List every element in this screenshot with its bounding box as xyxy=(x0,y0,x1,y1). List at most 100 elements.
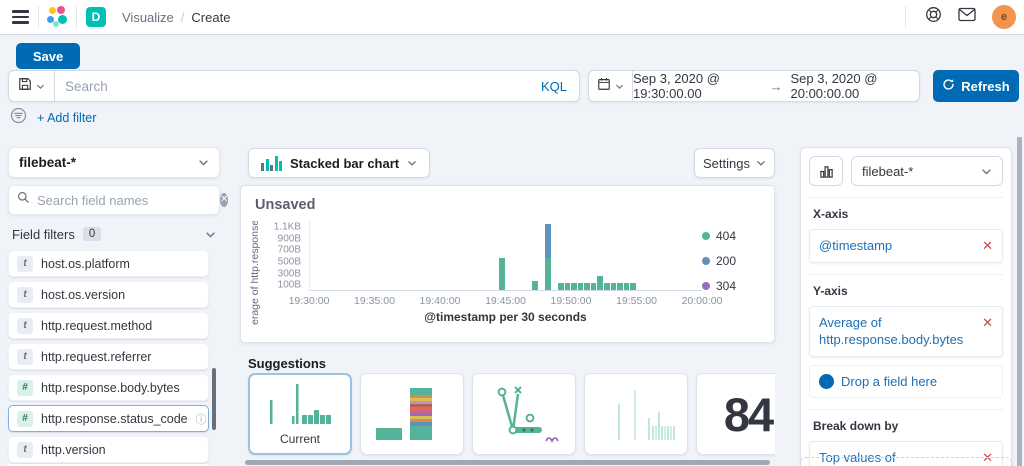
search-input[interactable] xyxy=(55,78,529,94)
elastic-home-button[interactable] xyxy=(46,0,68,34)
x-axis-section: X-axis @timestamp ✕ xyxy=(809,197,1003,264)
x-axis-field-link[interactable]: @timestamp xyxy=(819,238,893,253)
space-selector[interactable]: D xyxy=(86,0,106,34)
breadcrumb-create: Create xyxy=(191,9,231,25)
date-quick-menu-button[interactable] xyxy=(589,71,633,101)
y-axis-field-link[interactable]: Average of http.response.body.bytes xyxy=(819,315,964,347)
y-axis-section: Y-axis Average of http.response.body.byt… xyxy=(809,274,1003,398)
bar-segment xyxy=(564,282,571,290)
saved-query-menu-button[interactable] xyxy=(9,71,55,101)
stacked-bar-chart-icon xyxy=(261,155,282,171)
index-pattern-select[interactable]: filebeat-* xyxy=(8,147,220,178)
suggestions-scrollbar[interactable] xyxy=(245,460,770,465)
field-type-icon: t xyxy=(17,348,33,365)
date-start-button[interactable]: Sep 3, 2020 @ 19:30:00.00 xyxy=(633,71,720,101)
layer-settings-button[interactable] xyxy=(809,156,843,186)
mail-icon xyxy=(958,7,976,27)
suggestion-card-metric[interactable]: 84 xyxy=(696,373,775,455)
suggestion-card-line[interactable] xyxy=(472,373,576,455)
field-item[interactable]: t host.os.platform xyxy=(8,250,209,277)
y-axis-tick: 900B xyxy=(277,233,301,244)
field-item[interactable]: t http.request.referrer xyxy=(8,343,209,370)
x-axis-dimension[interactable]: @timestamp ✕ xyxy=(809,229,1003,264)
drop-field-label: Drop a field here xyxy=(841,373,938,389)
user-avatar: e xyxy=(992,5,1016,29)
legend-label: 200 xyxy=(716,254,737,268)
header-divider xyxy=(76,6,77,28)
x-axis-tick: 19:30:00 xyxy=(288,295,330,307)
bar-segment xyxy=(610,282,617,290)
newsfeed-button[interactable] xyxy=(958,0,976,34)
kql-language-button[interactable]: KQL xyxy=(540,78,567,94)
breadcrumb-visualize[interactable]: Visualize xyxy=(122,9,174,25)
new-layer-drop-zone[interactable] xyxy=(800,457,1012,466)
chart-type-button[interactable]: Stacked bar chart xyxy=(248,148,431,178)
page-scrollbar[interactable] xyxy=(1017,137,1022,466)
x-axis-tick: 19:45:00 xyxy=(485,295,526,307)
field-type-icon: t xyxy=(17,286,33,303)
settings-label: Settings xyxy=(703,155,750,171)
chevron-down-icon xyxy=(756,158,766,168)
y-axis-tick: 700B xyxy=(277,244,301,256)
clear-search-icon[interactable]: ✕ xyxy=(220,193,229,207)
bar-segment xyxy=(558,282,564,290)
suggestion-card-sparse-bars[interactable] xyxy=(584,373,688,455)
field-search-input[interactable] xyxy=(37,192,213,208)
chevron-down-icon xyxy=(981,166,992,177)
bar-segment xyxy=(584,282,590,290)
bar-segment xyxy=(545,257,551,290)
bar-segment xyxy=(630,282,636,290)
field-label: http.response.body.bytes xyxy=(41,380,180,395)
field-item[interactable]: # http.response.body.bytes xyxy=(8,374,209,401)
suggestions-row: Current xyxy=(240,373,775,457)
help-button[interactable] xyxy=(925,0,942,34)
x-axis-tick: 19:35:00 xyxy=(354,295,395,307)
breakdown-heading: Break down by xyxy=(813,418,899,433)
stacked-bar-chart: erage of http.response. 100B 300B 500B 700B… xyxy=(247,221,764,325)
add-filter-button[interactable]: + Add filter xyxy=(37,111,97,125)
legend-item[interactable]: 304 xyxy=(702,279,764,293)
bar-segment xyxy=(577,282,584,290)
legend-label: 404 xyxy=(716,229,737,243)
suggestion-card-current[interactable]: Current xyxy=(248,373,352,455)
info-icon[interactable]: ⓘ xyxy=(195,413,207,426)
x-axis-tick: 20:00:00 xyxy=(681,295,723,307)
refresh-button[interactable]: Refresh xyxy=(933,70,1019,102)
top-header: D Visualize / Create e xyxy=(0,0,1024,35)
settings-button[interactable]: Settings xyxy=(694,148,775,178)
calendar-icon xyxy=(597,77,611,96)
field-filters-toggle[interactable]: Field filters 0 xyxy=(8,222,220,246)
suggestion-current-label: Current xyxy=(279,432,320,446)
bar-segment xyxy=(532,281,538,290)
field-item[interactable]: t http.version xyxy=(8,436,209,463)
filter-icon xyxy=(10,107,27,129)
remove-dimension-icon[interactable]: ✕ xyxy=(982,315,993,331)
drop-field-target[interactable]: + Drop a field here xyxy=(809,364,1003,398)
legend-dot-icon xyxy=(702,232,710,240)
remove-dimension-icon[interactable]: ✕ xyxy=(982,238,993,253)
query-bar: KQL xyxy=(8,70,580,102)
field-label: http.response.status_code xyxy=(41,411,188,426)
field-item[interactable]: # http.response.status_code ⓘ xyxy=(8,405,209,432)
sidebar-scrollbar[interactable] xyxy=(212,368,216,430)
save-button[interactable]: Save xyxy=(16,43,80,69)
field-item[interactable]: t http.request.method xyxy=(8,312,209,339)
date-picker: Sep 3, 2020 @ 19:30:00.00 → Sep 3, 2020 … xyxy=(588,70,920,102)
date-end-button[interactable]: Sep 3, 2020 @ 20:00:00.00 xyxy=(790,71,878,101)
metric-value: 84 xyxy=(723,387,774,441)
bar-segment xyxy=(545,223,551,258)
legend-item[interactable]: 200 xyxy=(702,254,764,268)
sparse-bar-thumbnail xyxy=(618,390,675,440)
breadcrumb-separator: / xyxy=(180,9,185,25)
y-axis-dimension[interactable]: Average of http.response.body.bytes ✕ xyxy=(809,306,1003,357)
user-menu-button[interactable]: e xyxy=(992,0,1016,34)
layer-index-pattern-select[interactable]: filebeat-* xyxy=(851,156,1003,186)
menu-button[interactable] xyxy=(12,0,29,34)
field-item[interactable]: t host.os.version xyxy=(8,281,209,308)
header-divider xyxy=(38,6,39,28)
suggestion-card-stacked-breakdown[interactable] xyxy=(360,373,464,455)
field-label: host.os.version xyxy=(41,287,126,302)
legend-item[interactable]: 404 xyxy=(702,229,764,243)
field-type-icon: t xyxy=(17,255,33,272)
x-axis-title: @timestamp per 30 seconds xyxy=(424,310,587,324)
